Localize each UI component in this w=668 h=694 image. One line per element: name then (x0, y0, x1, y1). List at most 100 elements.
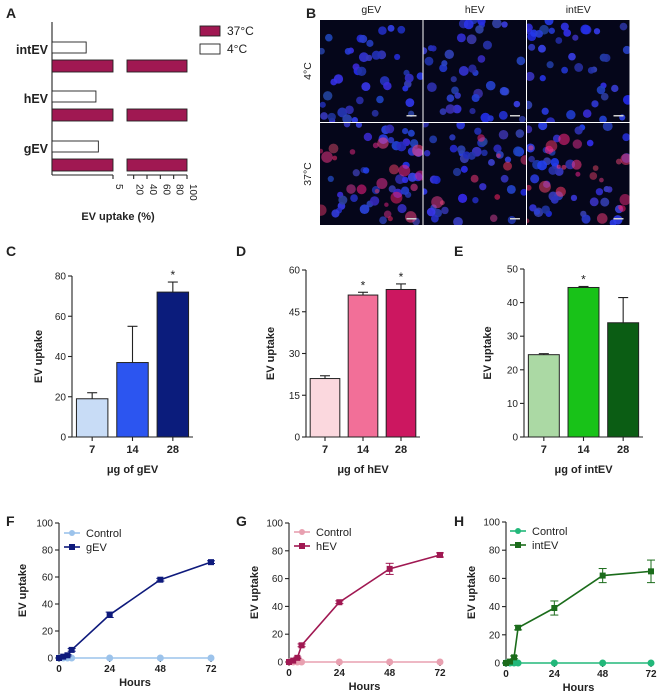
ytick-label: 15 (289, 391, 301, 402)
category-label-hEV: hEV (24, 92, 49, 106)
legend-marker-Control (515, 528, 521, 534)
significance-mark: * (361, 278, 366, 292)
data-point-hEV (437, 551, 443, 558)
data-point-gEV (208, 559, 214, 566)
legend-label-gEV: gEV (86, 542, 107, 554)
legend-label-Control: Control (532, 526, 567, 538)
data-point-intEV (599, 572, 606, 579)
micrograph-hEV-1 (423, 123, 526, 225)
data-point-hEV (386, 565, 393, 572)
scale-bar (510, 218, 520, 220)
bar-7 (527, 354, 560, 438)
chart-e: 0 10 20 30 40 50 7 * 14 28 EV uptake μg of intEV (482, 265, 643, 476)
xtick-label: 48 (155, 664, 167, 675)
data-point-Control (599, 659, 607, 667)
ytick-label: 80 (489, 546, 501, 557)
legend-label-hEV: hEV (316, 541, 337, 553)
xtick-label: 0 (286, 668, 292, 679)
micrograph-gEV-1 (320, 123, 423, 225)
panel-label-b: B (306, 5, 316, 21)
bar-7 (75, 398, 109, 438)
xtick-label: 14 (577, 444, 590, 456)
data-point-hEV (336, 599, 343, 606)
panel-label-d: D (236, 243, 246, 259)
panel-label-g: G (236, 513, 247, 529)
ytick-label: 20 (489, 630, 501, 641)
category-label-intEV: intEV (16, 43, 49, 57)
panel-label-h: H (454, 513, 464, 529)
micrograph-hEV-0 (423, 20, 526, 122)
bar-4c-gEV (51, 140, 99, 153)
data-point-intEV (648, 568, 654, 575)
significance-mark: * (399, 270, 404, 284)
axis-label-y: EV uptake (17, 564, 29, 617)
ytick-label: 40 (507, 298, 519, 309)
scale-bar (406, 115, 417, 117)
xtick-label: 72 (205, 664, 217, 675)
data-point-Control (436, 658, 444, 666)
ytick-label: 0 (512, 433, 518, 444)
category-label-gEV: gEV (24, 142, 49, 156)
chart-a: intEV hEV gEV 5 20 40 60 80 100 EV uptake (%) 37°C… (16, 22, 254, 223)
bar-14 (347, 294, 379, 438)
data-point-gEV (56, 655, 62, 661)
row-label-1: 37°C (302, 162, 314, 186)
axis-label-y: EV uptake (466, 566, 478, 619)
xtick-label: 24 (104, 664, 116, 675)
legend-swatch-4c (199, 43, 221, 55)
data-point-Control (106, 654, 114, 662)
series-line-hEV (288, 554, 441, 663)
chart-h: 0 20 40 60 80 100 0 24 48 72 Control intEV EV uptake… (466, 518, 657, 694)
bar-4c-intEV (51, 41, 87, 54)
data-point-gEV (106, 611, 113, 618)
panel-label-f: F (6, 513, 15, 529)
data-point-Control (386, 658, 394, 666)
data-point-intEV (503, 660, 509, 666)
axis-label-x: μg of intEV (554, 464, 613, 476)
chart-d: 0 15 30 45 60 7 * 14 * 28 EV uptake μg of hEV (265, 266, 420, 476)
xtick-label: 14 (357, 444, 370, 456)
ytick-label: 0 (47, 654, 53, 665)
axis-label-y: EV uptake (265, 327, 277, 380)
data-point-gEV (68, 646, 75, 653)
bar-37c-hEV-right (126, 108, 188, 122)
legend-label-4c: 4°C (227, 42, 247, 56)
series-line-gEV (58, 561, 212, 659)
data-point-hEV (286, 659, 292, 665)
ytick-label: 60 (289, 266, 301, 277)
bar-28 (385, 288, 417, 438)
axis-label-x: EV uptake (%) (81, 211, 155, 223)
xtick-label: 40 (147, 184, 158, 196)
ytick-label: 10 (507, 399, 519, 410)
data-point-Control (514, 659, 522, 667)
column-label-gEV: gEV (361, 4, 381, 16)
xtick-label: 72 (434, 668, 446, 679)
data-point-Control (156, 654, 164, 662)
xtick-label: 24 (334, 668, 346, 679)
xtick-label: 20 (134, 184, 145, 196)
axis-label-y: EV uptake (249, 566, 261, 619)
micrograph-intEV-1 (527, 123, 630, 225)
chart-f: 0 20 40 60 80 100 0 24 48 72 Control gEV EV uptake Ho… (17, 519, 217, 690)
axis-label-y: EV uptake (482, 326, 494, 379)
xtick-label: 100 (187, 184, 198, 201)
bar-28 (607, 322, 640, 438)
ytick-label: 60 (489, 574, 501, 585)
scale-bar (510, 115, 520, 117)
legend-swatch-37c (199, 25, 221, 37)
data-point-gEV (60, 653, 67, 660)
data-point-intEV (511, 654, 518, 661)
legend-label-37c: 37°C (227, 24, 254, 38)
xtick-label: 7 (322, 444, 328, 456)
xtick-label: 72 (645, 669, 657, 680)
chart-c: 0 20 40 60 80 7 14 * 28 EV uptake μg of gEV (33, 268, 193, 476)
legend-marker-Control (299, 529, 305, 535)
ytick-label: 100 (483, 518, 500, 529)
scale-bar (613, 115, 624, 117)
axis-label-x: Hours (349, 681, 381, 693)
ytick-label: 20 (507, 365, 519, 376)
data-point-Control (335, 658, 343, 666)
ytick-label: 0 (277, 658, 283, 669)
ytick-label: 40 (42, 600, 54, 611)
axis-label-x: Hours (119, 677, 151, 689)
